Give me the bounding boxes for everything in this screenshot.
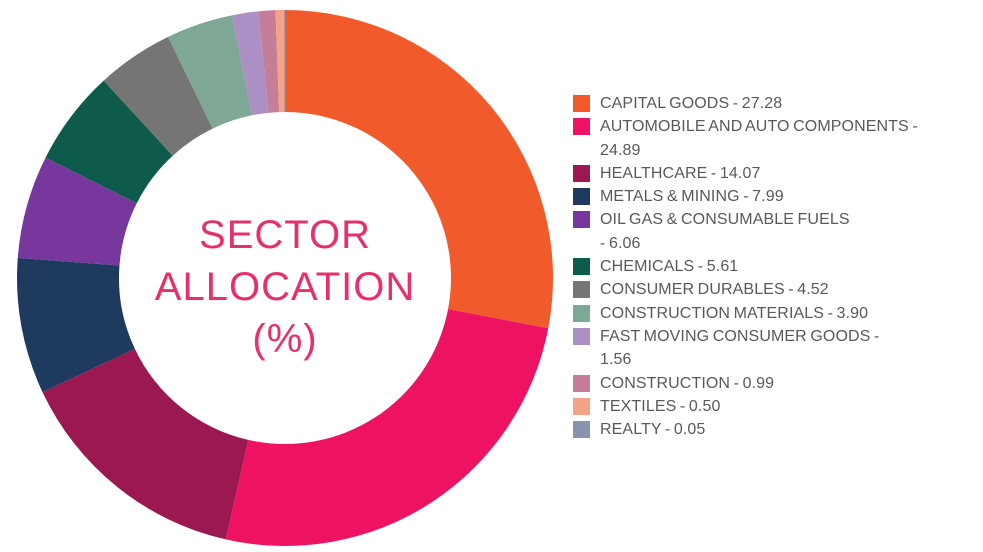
- donut-chart: [17, 9, 554, 546]
- legend-swatch: [573, 281, 590, 299]
- donut-slice-automobile-and-auto-components: [225, 309, 549, 546]
- legend-label: OIL GAS & CONSUMABLE FUELS - 6.06: [600, 211, 850, 252]
- legend-label: CAPITAL GOODS - 27.28: [600, 95, 783, 112]
- donut-slice-construction-materials: [168, 15, 253, 129]
- legend-swatch: [573, 95, 590, 112]
- legend-item: TEXTILES - 0.50: [572, 395, 976, 418]
- legend-item: OIL GAS & CONSUMABLE FUELS - 6.06: [572, 208, 976, 255]
- legend-item: CONSUMER DURABLES - 4.52: [572, 278, 976, 301]
- legend-label: REALTY - 0.05: [600, 421, 706, 439]
- legend-label: CONSTRUCTION MATERIALS - 3.90: [600, 304, 869, 322]
- donut-slice-consumer-durables: [103, 36, 213, 156]
- donut-slice-chemicals: [45, 80, 173, 204]
- donut-slice-capital-goods: [285, 10, 554, 329]
- legend-item: CAPITAL GOODS - 27.28: [572, 92, 976, 115]
- legend-label: FAST MOVING CONSUMER GOODS - 1.56: [600, 327, 880, 369]
- chart-center-title: SECTOR ALLOCATION (%): [154, 213, 416, 361]
- legend-label: METALS & MINING - 7.99: [600, 188, 784, 206]
- legend-swatch: [573, 304, 590, 322]
- legend-swatch: [573, 188, 590, 206]
- legend-swatch: [573, 421, 590, 439]
- legend-swatch: [573, 327, 590, 345]
- donut-slice-textiles: [275, 10, 285, 113]
- legend-swatch: [573, 118, 590, 136]
- legend-item: AUTOMOBILE AND AUTO COMPONENTS - 24.89: [572, 115, 976, 162]
- donut-slice-healthcare: [42, 348, 249, 540]
- legend: CAPITAL GOODS - 27.28 AUTOMOBILE AND AUTO…: [572, 92, 976, 441]
- legend-item: CONSTRUCTION - 0.99: [572, 372, 976, 395]
- donut-slice-oil-gas-consumable-fuels: [17, 157, 137, 266]
- legend-swatch: [573, 258, 590, 276]
- legend-label: CONSUMER DURABLES - 4.52: [600, 281, 829, 299]
- legend-swatch: [573, 211, 590, 229]
- legend-label: CONSTRUCTION - 0.99: [600, 374, 775, 392]
- legend-label: TEXTILES - 0.50: [600, 397, 721, 415]
- legend-item: FAST MOVING CONSUMER GOODS - 1.56: [572, 325, 976, 372]
- legend-item: CHEMICALS - 5.61: [572, 255, 976, 278]
- legend-label: HEALTHCARE - 14.07: [600, 164, 761, 182]
- legend-item: HEALTHCARE - 14.07: [572, 162, 976, 185]
- legend-label: CHEMICALS - 5.61: [600, 258, 739, 276]
- legend-swatch: [573, 164, 590, 182]
- legend-item: REALTY - 0.05: [572, 418, 976, 441]
- donut-slice-fast-moving-consumer-goods: [231, 11, 269, 116]
- legend-swatch: [573, 397, 590, 415]
- legend-item: CONSTRUCTION MATERIALS - 3.90: [572, 302, 976, 325]
- donut-slice-construction: [258, 10, 280, 113]
- legend-swatch: [573, 374, 590, 392]
- donut-slice-realty: [284, 9, 285, 113]
- donut-slice-metals-mining: [17, 257, 135, 393]
- legend-item: METALS & MINING - 7.99: [572, 185, 976, 208]
- legend-label: AUTOMOBILE AND AUTO COMPONENTS - 24.89: [600, 118, 918, 159]
